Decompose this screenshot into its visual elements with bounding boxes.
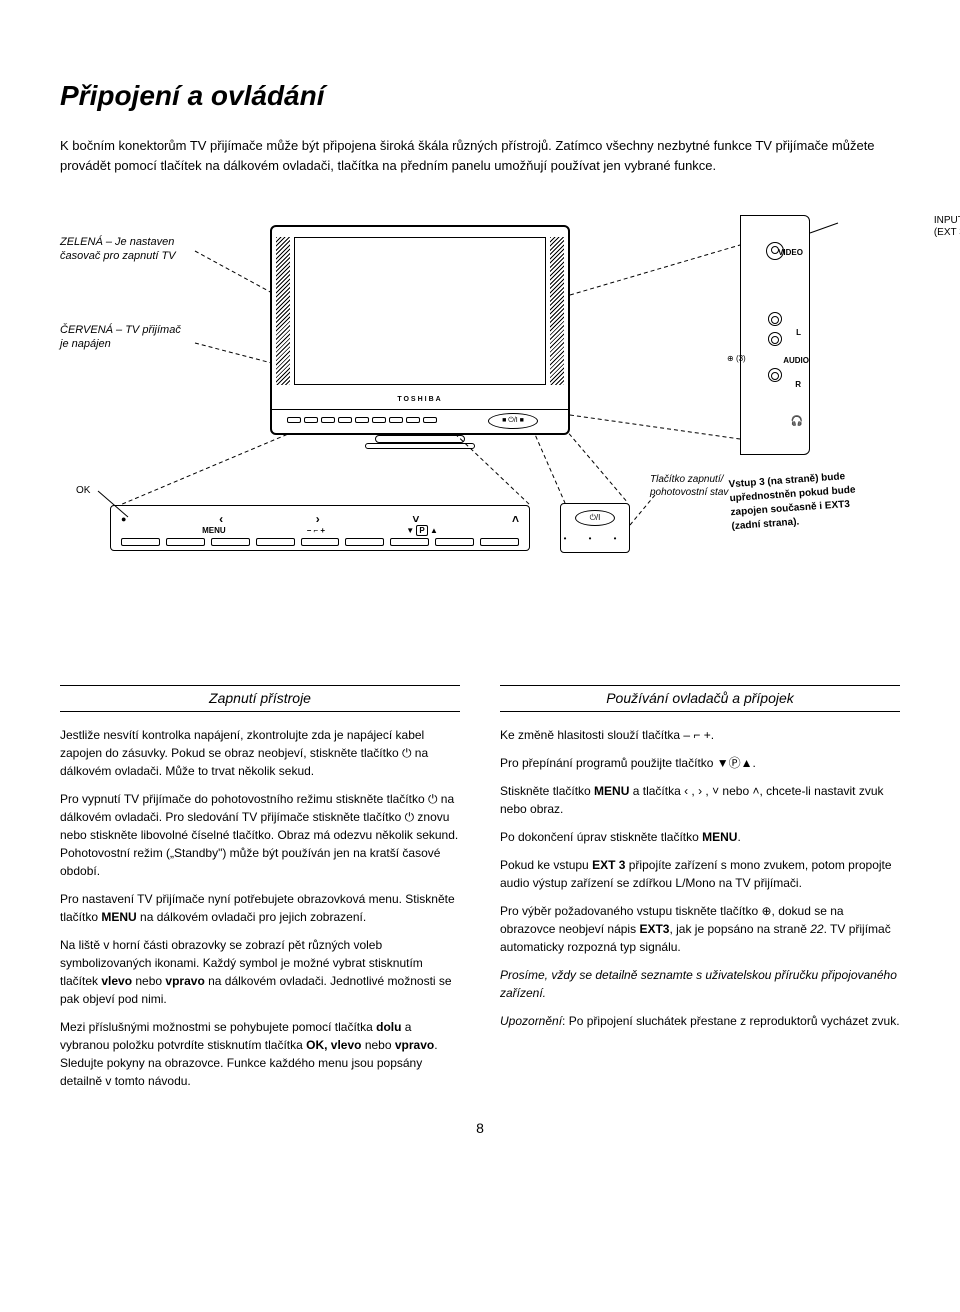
right-column: Používání ovladačů a přípojek Ke změně h… xyxy=(500,685,900,1100)
audio-r-label: R xyxy=(795,380,801,389)
right-p7: Prosíme, vždy se detailně seznamte s uži… xyxy=(500,966,900,1002)
ok-label: OK xyxy=(76,485,90,496)
tv-brand: TOSHIBA xyxy=(397,396,442,403)
right-p1: Ke změně hlasitosti slouží tlačítka – ⌐ … xyxy=(500,726,900,744)
tv-body: TOSHIBA ■ ⏻/I ■ xyxy=(270,225,570,435)
tv-screen xyxy=(294,237,546,385)
audio-l-jack xyxy=(768,312,782,326)
right-p5: Pokud ke vstupu EXT 3 připojíte zařízení… xyxy=(500,856,900,892)
audio-r-jack xyxy=(768,332,782,346)
audio-l-label: L xyxy=(796,328,801,337)
left-column: Zapnutí přístroje Jestliže nesvítí kontr… xyxy=(60,685,460,1100)
page-title: Připojení a ovládání xyxy=(60,80,900,112)
input-panel: VIDEO L AUDIO R ⊕ (3) 🎧 xyxy=(740,215,810,455)
tv-stand xyxy=(375,435,465,443)
tv-diagram: ZELENÁ – Je nastaven časovač pro zapnutí… xyxy=(60,205,900,665)
tv-front-panel: ■ ⏻/I ■ xyxy=(272,409,568,433)
tv-power-button: ■ ⏻/I ■ xyxy=(488,413,538,429)
right-col-title: Používání ovladačů a přípojek xyxy=(500,685,900,712)
left-col-title: Zapnutí přístroje xyxy=(60,685,460,712)
tv-speaker-right xyxy=(550,237,564,385)
right-p6: Pro výběr požadovaného vstupu tiskněte t… xyxy=(500,902,900,956)
zoomed-power-button: ⏻/I • • • xyxy=(560,503,630,553)
input3-note: Vstup 3 (na straně) bude upřednostněn po… xyxy=(728,468,882,534)
input3-label: INPUT 3 (EXT 3) xyxy=(934,215,960,239)
tv-base xyxy=(365,443,475,449)
left-p1: Jestliže nesvítí kontrolka napájení, zko… xyxy=(60,726,460,780)
right-p2: Pro přepínání programů použijte tlačítko… xyxy=(500,754,900,772)
audio-label: AUDIO xyxy=(783,356,809,365)
left-p5: Mezi příslušnými možnostmi se pohybujete… xyxy=(60,1018,460,1090)
headphone-jack xyxy=(768,368,782,382)
page-number: 8 xyxy=(60,1120,900,1136)
video-label: VIDEO xyxy=(778,248,803,257)
left-p2: Pro vypnutí TV přijímače do pohotovostní… xyxy=(60,790,460,880)
zoomed-button-panel: ● ‹ › ˅ ˄ MENU – ⌐ + ▼ P ▲ xyxy=(110,505,530,551)
headphone-icon: 🎧 xyxy=(791,416,803,427)
jack3-label: ⊕ (3) xyxy=(727,354,746,363)
text-columns: Zapnutí přístroje Jestliže nesvítí kontr… xyxy=(60,685,900,1100)
left-p4: Na liště v horní části obrazovky se zobr… xyxy=(60,936,460,1008)
led-green-label: ZELENÁ – Je nastaven časovač pro zapnutí… xyxy=(60,235,190,264)
tv-speaker-left xyxy=(276,237,290,385)
right-p8: Upozornění: Po připojení sluchátek přest… xyxy=(500,1012,900,1030)
intro-paragraph: K bočním konektorům TV přijímače může bý… xyxy=(60,136,900,175)
right-p3: Stiskněte tlačítko MENU a tlačítka ‹ , ›… xyxy=(500,782,900,818)
right-p4: Po dokončení úprav stiskněte tlačítko ME… xyxy=(500,828,900,846)
power-button-caption: Tlačítko zapnutí/ pohotovostní stav xyxy=(650,473,740,499)
led-red-label: ČERVENÁ – TV přijímač je napájen xyxy=(60,323,190,352)
left-p3: Pro nastavení TV přijímače nyní potřebuj… xyxy=(60,890,460,926)
tv-panel-buttons xyxy=(287,417,437,425)
